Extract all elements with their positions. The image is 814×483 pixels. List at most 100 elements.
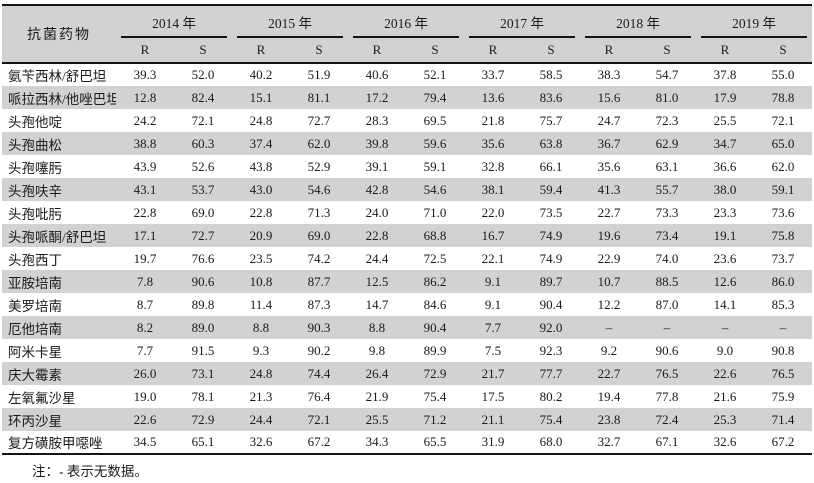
value-cell: 19.6: [597, 227, 621, 243]
value-cell: 40.6: [365, 67, 389, 82]
value-cell: 38.1: [481, 181, 505, 197]
drug-name-cell: 哌拉西林/他唑巴坦: [8, 91, 116, 107]
value-cell: 24.8: [249, 365, 273, 381]
value-cell: 43.1: [133, 181, 157, 197]
value-cell: 67.2: [307, 434, 331, 449]
table-row: 复方磺胺甲噁唑 34.5 65.1 32.6 67.2 34.3 65.5 31.9 68.0 3…: [2, 431, 812, 454]
value-cell: 83.6: [539, 89, 563, 105]
value-cell: 23.5: [249, 250, 273, 266]
value-cell: 59.6: [423, 135, 447, 151]
value-cell: 9.8: [368, 342, 386, 358]
value-cell: 21.3: [249, 388, 273, 404]
table-row: 厄他培南 8.2 89.0 8.8 90.3 8.8 90.4 7.7 92.0 – – – –: [2, 316, 812, 339]
value-cell: 62.0: [307, 135, 331, 151]
value-cell: 54.6: [423, 181, 447, 197]
value-cell: 86.0: [771, 273, 795, 289]
value-cell: 86.2: [423, 273, 447, 289]
value-cell: 12.2: [597, 296, 621, 312]
subheader-r-2016: R: [348, 38, 406, 64]
value-cell: 22.6: [133, 411, 157, 427]
value-cell: 90.2: [307, 342, 331, 358]
table-row: 头孢哌酮/舒巴坦 17.1 72.7 20.9 69.0 22.8 68.8 16.7 74.9…: [2, 224, 812, 247]
table-row: 美罗培南 8.7 89.8 11.4 87.3 14.7 84.6 9.1 90.4 12.2 87…: [2, 293, 812, 316]
value-cell: 12.6: [713, 273, 737, 289]
value-cell: 78.1: [191, 388, 215, 404]
value-cell: 22.8: [365, 227, 389, 243]
value-cell: 36.6: [713, 158, 737, 174]
value-cell: 63.1: [655, 158, 679, 174]
subheader-r-2015: R: [232, 38, 290, 64]
table-row: 庆大霉素 26.0 73.1 24.8 74.4 26.4 72.9 21.7 77.7 22.7…: [2, 362, 812, 385]
value-cell: 72.4: [655, 411, 679, 427]
year-header-2018: 2018 年: [580, 5, 696, 38]
table-row: 头孢曲松 38.8 60.3 37.4 62.0 39.8 59.6 35.6 63.8 36.7…: [2, 132, 812, 155]
value-cell: 38.3: [597, 67, 621, 82]
value-cell: 72.9: [423, 365, 447, 381]
year-header-2017: 2017 年: [464, 5, 580, 38]
value-cell: 76.5: [771, 365, 795, 381]
value-cell: 74.4: [307, 365, 331, 381]
value-cell: –: [721, 319, 729, 335]
value-cell: 35.6: [597, 158, 621, 174]
value-cell: 69.0: [191, 204, 215, 220]
value-cell: 24.7: [597, 112, 621, 128]
value-cell: 72.1: [307, 411, 331, 427]
value-cell: 52.9: [307, 158, 331, 174]
table-row: 头孢他啶 24.2 72.1 24.8 72.7 28.3 69.5 21.8 75.7 24.7…: [2, 109, 812, 132]
value-cell: 12.5: [365, 273, 389, 289]
subheader-r-2017: R: [464, 38, 522, 64]
value-cell: 55.0: [771, 67, 795, 82]
value-cell: 24.0: [365, 204, 389, 220]
value-cell: 23.6: [713, 250, 737, 266]
value-cell: 17.1: [133, 227, 157, 243]
value-cell: 74.9: [539, 250, 563, 266]
value-cell: 39.3: [133, 67, 157, 82]
value-cell: 23.8: [597, 411, 621, 427]
value-cell: 12.8: [133, 89, 157, 105]
value-cell: 24.2: [133, 112, 157, 128]
value-cell: 72.7: [307, 112, 331, 128]
table-row: 左氧氟沙星 19.0 78.1 21.3 76.4 21.9 75.4 17.5 80.2 19.…: [2, 385, 812, 408]
value-cell: 11.4: [249, 296, 273, 312]
value-cell: 31.9: [481, 434, 505, 449]
value-cell: 92.3: [539, 342, 563, 358]
value-cell: 62.0: [771, 158, 795, 174]
value-cell: 66.1: [539, 158, 563, 174]
value-cell: 21.7: [481, 365, 505, 381]
value-cell: 37.4: [249, 135, 273, 151]
year-header-2014: 2014 年: [116, 5, 232, 38]
drug-name-cell: 氨苄西林/舒巴坦: [8, 69, 107, 84]
value-cell: 68.8: [423, 227, 447, 243]
value-cell: 17.9: [713, 89, 737, 105]
value-cell: 90.6: [655, 342, 679, 358]
value-cell: 34.7: [713, 135, 737, 151]
value-cell: 72.1: [191, 112, 215, 128]
value-cell: 53.7: [191, 181, 215, 197]
value-cell: 21.8: [481, 112, 505, 128]
drug-name-cell: 头孢噻肟: [8, 160, 62, 176]
value-cell: 24.4: [249, 411, 273, 427]
drug-name-cell: 头孢吡肟: [8, 206, 62, 222]
value-cell: –: [779, 319, 787, 335]
value-cell: 73.5: [539, 204, 563, 220]
value-cell: 42.8: [365, 181, 389, 197]
value-cell: 81.1: [307, 89, 331, 105]
value-cell: 22.1: [481, 250, 505, 266]
value-cell: 32.6: [713, 434, 737, 449]
value-cell: 10.8: [249, 273, 273, 289]
value-cell: 92.0: [539, 319, 563, 335]
drug-name-cell: 头孢他啶: [8, 114, 62, 130]
value-cell: 80.2: [539, 388, 563, 404]
drug-column-header: 抗菌药物: [2, 5, 116, 64]
drug-name-cell: 阿米卡星: [8, 344, 62, 360]
year-group-underline: [237, 36, 343, 38]
value-cell: 72.1: [771, 112, 795, 128]
table-row: 氨苄西林/舒巴坦 39.3 52.0 40.2 51.9 40.6 52.1 33.7 58.5…: [2, 63, 812, 86]
value-cell: 39.8: [365, 135, 389, 151]
value-cell: 60.3: [191, 135, 215, 151]
value-cell: 74.0: [655, 250, 679, 266]
value-cell: 24.8: [249, 112, 273, 128]
value-cell: 90.4: [539, 296, 563, 312]
